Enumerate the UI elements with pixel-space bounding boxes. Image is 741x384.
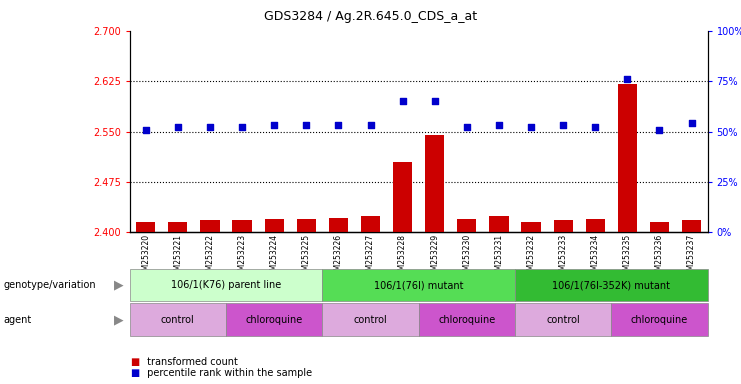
Bar [136,222,156,232]
Point [493,122,505,129]
Text: transformed count: transformed count [144,357,239,367]
Text: GDS3284 / Ag.2R.645.0_CDS_a_at: GDS3284 / Ag.2R.645.0_CDS_a_at [264,10,477,23]
Bar [618,84,637,232]
Bar [329,217,348,232]
Bar [226,303,322,336]
Point [333,122,345,129]
Text: chloroquine: chloroquine [631,314,688,325]
Bar [130,303,226,336]
Bar [425,135,445,232]
Point [557,122,569,129]
Bar [296,219,316,232]
Point [268,122,280,129]
Bar [515,303,611,336]
Bar [554,220,573,232]
Point [140,126,152,132]
Point [654,126,665,132]
Text: ■: ■ [130,357,139,367]
Point [204,124,216,131]
Bar [233,220,252,232]
Bar [419,303,515,336]
Text: genotype/variation: genotype/variation [4,280,96,290]
Point [622,76,634,82]
Bar [168,222,187,232]
Point [525,124,537,131]
Point [461,124,473,131]
Text: chloroquine: chloroquine [245,314,303,325]
Point [236,124,248,131]
Point [589,124,601,131]
Text: control: control [546,314,580,325]
Text: chloroquine: chloroquine [438,314,496,325]
Bar [522,222,541,232]
Text: agent: agent [4,314,32,325]
Bar [322,269,515,301]
Point [429,98,441,104]
Text: control: control [353,314,388,325]
Bar [322,303,419,336]
Text: ▶: ▶ [114,313,123,326]
Point [365,122,376,129]
Bar [682,220,701,232]
Bar [457,219,476,232]
Text: 106/1(K76) parent line: 106/1(K76) parent line [171,280,281,290]
Bar [585,219,605,232]
Bar [265,219,284,232]
Bar [361,215,380,232]
Bar [650,222,669,232]
Text: ■: ■ [130,368,139,378]
Point [300,122,312,129]
Point [172,124,184,131]
Bar [611,303,708,336]
Point [396,98,408,104]
Point [685,120,697,126]
Bar [515,269,708,301]
Text: 106/1(76I-352K) mutant: 106/1(76I-352K) mutant [552,280,671,290]
Bar [200,220,219,232]
Bar [130,269,322,301]
Text: control: control [161,314,195,325]
Text: percentile rank within the sample: percentile rank within the sample [144,368,313,378]
Text: ▶: ▶ [114,279,123,291]
Bar [489,215,508,232]
Bar [393,162,412,232]
Text: 106/1(76I) mutant: 106/1(76I) mutant [374,280,463,290]
